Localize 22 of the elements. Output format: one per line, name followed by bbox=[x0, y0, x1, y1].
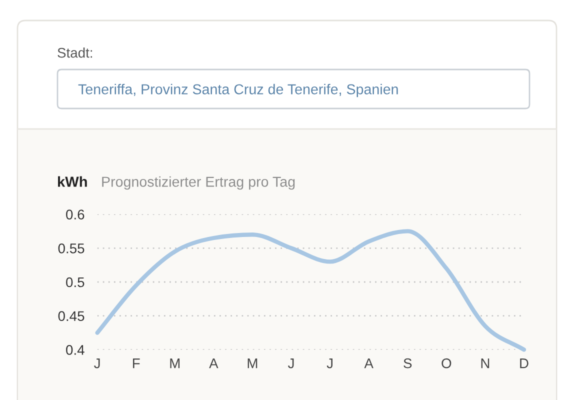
x-tick-label: A bbox=[209, 358, 218, 368]
y-tick-label: 0.4 bbox=[66, 345, 84, 355]
y-tick-label: 0.5 bbox=[66, 277, 84, 288]
text: Teneriffa, Provinz Santa Cruz de Tenerife, Spanien bbox=[78, 84, 398, 98]
x-tick-label: A bbox=[364, 358, 374, 368]
y-tick-label: 0.45 bbox=[58, 311, 84, 322]
y-tick-label: 0.55 bbox=[58, 243, 84, 254]
chart-title: Prognostizierter Ertrag pro Tag bbox=[102, 176, 295, 190]
x-tick-label: J bbox=[94, 358, 100, 368]
x-tick-label: M bbox=[248, 358, 258, 368]
x-tick-label: J bbox=[326, 358, 332, 368]
y-axis-title: kWh bbox=[58, 176, 87, 187]
x-tick-label: F bbox=[132, 358, 140, 368]
x-tick-label: S bbox=[404, 358, 412, 368]
text: Stadt: bbox=[58, 48, 92, 58]
x-tick-label: D bbox=[520, 358, 528, 368]
x-tick-label: M bbox=[170, 358, 180, 368]
x-tick-label: O bbox=[442, 358, 452, 368]
x-tick-label: N bbox=[481, 358, 490, 368]
y-tick-label: 0.6 bbox=[66, 210, 84, 220]
line-series bbox=[95, 229, 526, 352]
x-tick-label: J bbox=[288, 358, 294, 368]
